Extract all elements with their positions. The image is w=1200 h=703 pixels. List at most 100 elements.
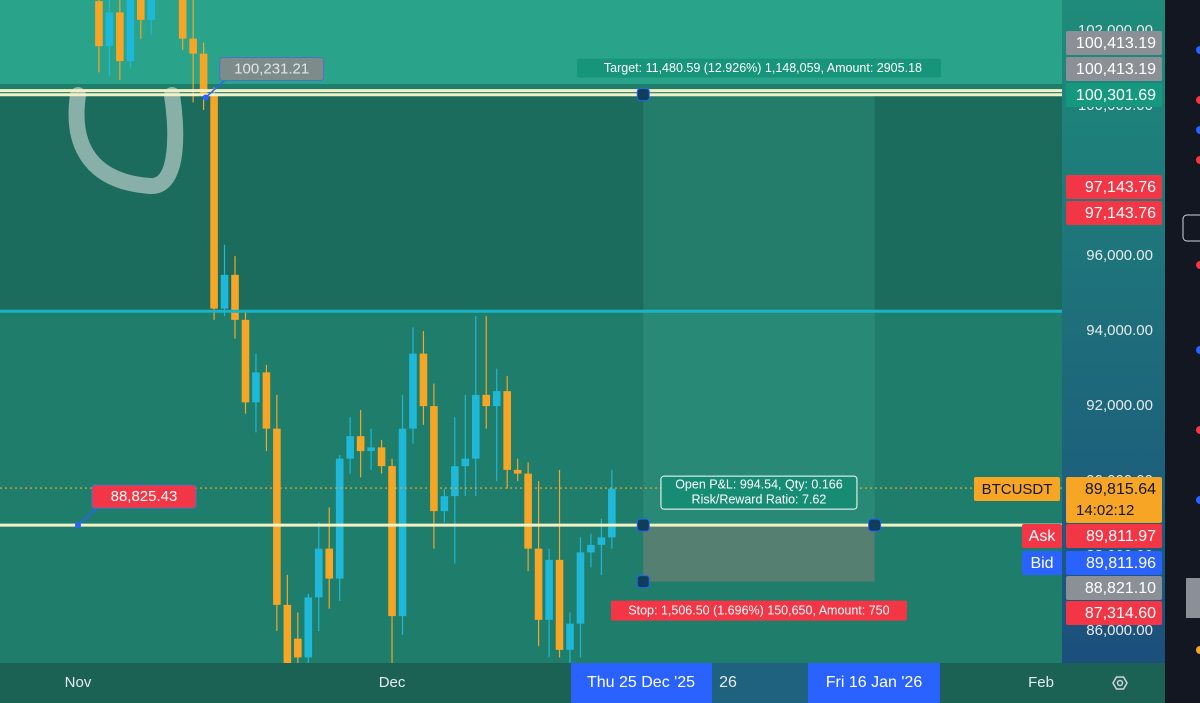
target-label: Target: 11,480.59 (12.926%) 1,148,059, A… [604,61,922,75]
middle-zone [0,96,1062,311]
candle-body [409,353,417,429]
ask-label: Ask [1029,528,1057,545]
icon [1196,496,1200,504]
candle-body [95,1,103,47]
candle-body [377,447,386,467]
price-badge [1066,31,1162,55]
ratio-label: Risk/Reward Ratio: 7.62 [692,492,827,506]
icon [1196,46,1200,54]
candle-body [294,638,302,658]
overlay: 102,000.00100,000.0098,000.0096,000.0094… [65,22,1162,703]
time-partial-text: 26 [719,674,737,691]
price-badge-text: 97,143.76 [1085,205,1156,222]
price-badge [1066,175,1162,199]
candle-body [576,552,585,624]
ask-price-box [1066,524,1162,548]
price-badge-text: 88,821.10 [1085,580,1156,597]
y-tick-label: 96,000.00 [1086,247,1153,264]
candle-body [367,447,375,452]
candle-body [566,623,574,650]
candle-body [105,12,114,47]
target-label-box [576,58,941,78]
price-badge-text: 100,413.19 [1076,35,1156,52]
candle-body [335,458,344,579]
ask-label-box [1022,524,1062,548]
candle-body [304,597,313,658]
symbol-name: BTCUSDT [982,481,1053,498]
candle-body [314,548,323,598]
marker-label: 100,231.21 [234,60,309,77]
sidebar-icons [1182,46,1200,654]
settings-button[interactable] [1112,676,1128,690]
pnl-label: Open P&L: 994.54, Qty: 0.166 [675,477,843,491]
position-handle[interactable] [868,518,882,532]
stop-label: Stop: 1,506.50 (1.696%) 150,650, Amount:… [628,603,889,617]
plot [0,0,1062,663]
candle-body [503,391,511,470]
bid-label-box [1022,551,1062,575]
price-badge-text: 100,413.19 [1076,61,1156,78]
time-badge [571,663,712,703]
price-badge [1066,201,1162,225]
last-price: 89,815.64 [1085,481,1156,498]
icon[interactable] [1182,214,1200,242]
marker-point [202,94,209,101]
marker-pointer [205,78,227,99]
candle-body [116,12,124,62]
icon [1196,346,1200,354]
candle-body [492,391,501,407]
price-badge [1066,576,1162,600]
candle-body [346,436,354,459]
time-badge-text: Thu 25 Dec '25 [587,674,695,691]
marker-box [219,56,325,81]
marker-box [91,484,197,509]
icon [1196,261,1200,269]
candle-body [608,488,616,538]
icon [1196,426,1200,434]
candle-body [273,428,281,605]
x-tick-label: Nov [65,674,92,691]
stop-label-box [610,600,907,621]
candle-body [513,469,522,474]
candle-body [555,559,564,650]
candle-body [189,38,197,54]
candle-body [388,466,396,617]
candle-body [126,0,135,62]
price-badge-text: 87,314.60 [1085,605,1156,622]
candle-body [524,473,532,549]
last-price-box [1066,477,1162,523]
candle-body [241,319,250,403]
candle-body [356,436,365,452]
price-badge-text: 97,143.76 [1085,179,1156,196]
scrollbar[interactable] [1186,578,1200,618]
icon [1196,646,1200,654]
position-handle[interactable] [636,518,650,532]
candle-body [419,353,428,407]
time-range [712,663,808,703]
pnl-box [660,475,858,510]
position-handle[interactable] [636,575,650,589]
candle-body [178,0,187,39]
price-badge [1066,601,1162,625]
y-tick-label: 92,000.00 [1086,397,1153,414]
x-tick-label: Feb [1028,674,1054,691]
position-handle[interactable] [636,88,650,102]
candle-body [534,548,543,620]
candle-body [545,559,553,620]
time-badge [808,663,940,703]
icon [1196,96,1200,104]
price-badge-text: 100,301.69 [1076,87,1156,104]
settings-icon[interactable] [1112,676,1128,690]
candle-body [398,428,407,617]
price-badge [1066,83,1162,107]
candle-body [252,372,260,403]
candle-body [220,274,229,309]
candle-body [597,537,606,545]
candle-body [587,544,595,553]
stop-zone [643,525,875,582]
candle-body [147,0,156,20]
candle-body [461,458,470,467]
candle-body [471,394,480,459]
marker-point [74,522,81,529]
